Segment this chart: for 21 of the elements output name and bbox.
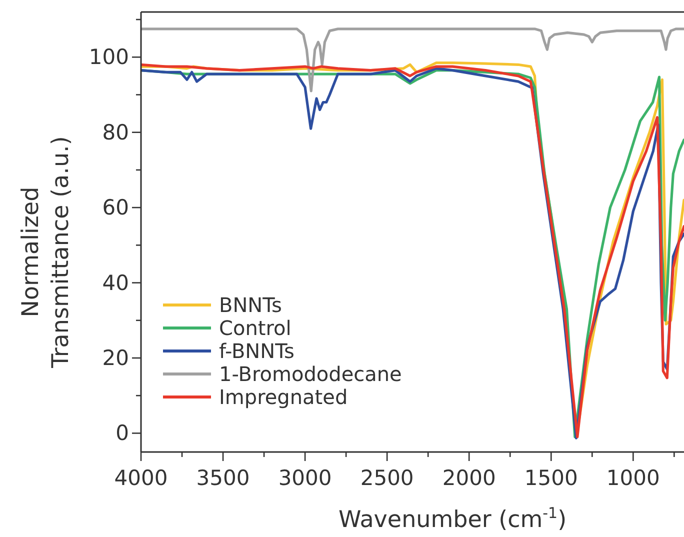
line-series (141, 28, 684, 92)
y-tick-label: 40 (102, 270, 129, 295)
y-tick-label: 20 (102, 346, 129, 370)
legend-label: Control (219, 316, 292, 340)
x-tick-label: 2500 (360, 466, 414, 490)
legend-label: 1-Bromododecane (219, 362, 402, 386)
y-tick-label: 0 (116, 421, 129, 446)
x-tick-label: 3500 (196, 466, 250, 490)
x-tick-label: 4000 (114, 466, 168, 490)
x-tick-label: 3000 (278, 466, 332, 490)
y-tick-label: 60 (102, 196, 129, 220)
x-tick-label: 2000 (442, 466, 496, 490)
legend-label: f-BNNTs (219, 339, 294, 363)
legend-label: BNNTs (219, 293, 282, 317)
y-tick-label: 80 (102, 120, 129, 144)
x-tick-label: 1500 (524, 466, 578, 490)
x-axis-title: Wavenumber (cm$^{-1}$) (338, 504, 567, 533)
legend-label: Impregnated (219, 385, 348, 409)
y-axis-title: Normalized Transmittance (a.u.) (18, 136, 74, 369)
y-tick-label: 100 (88, 45, 129, 70)
x-tick-label: 1000 (606, 466, 660, 490)
